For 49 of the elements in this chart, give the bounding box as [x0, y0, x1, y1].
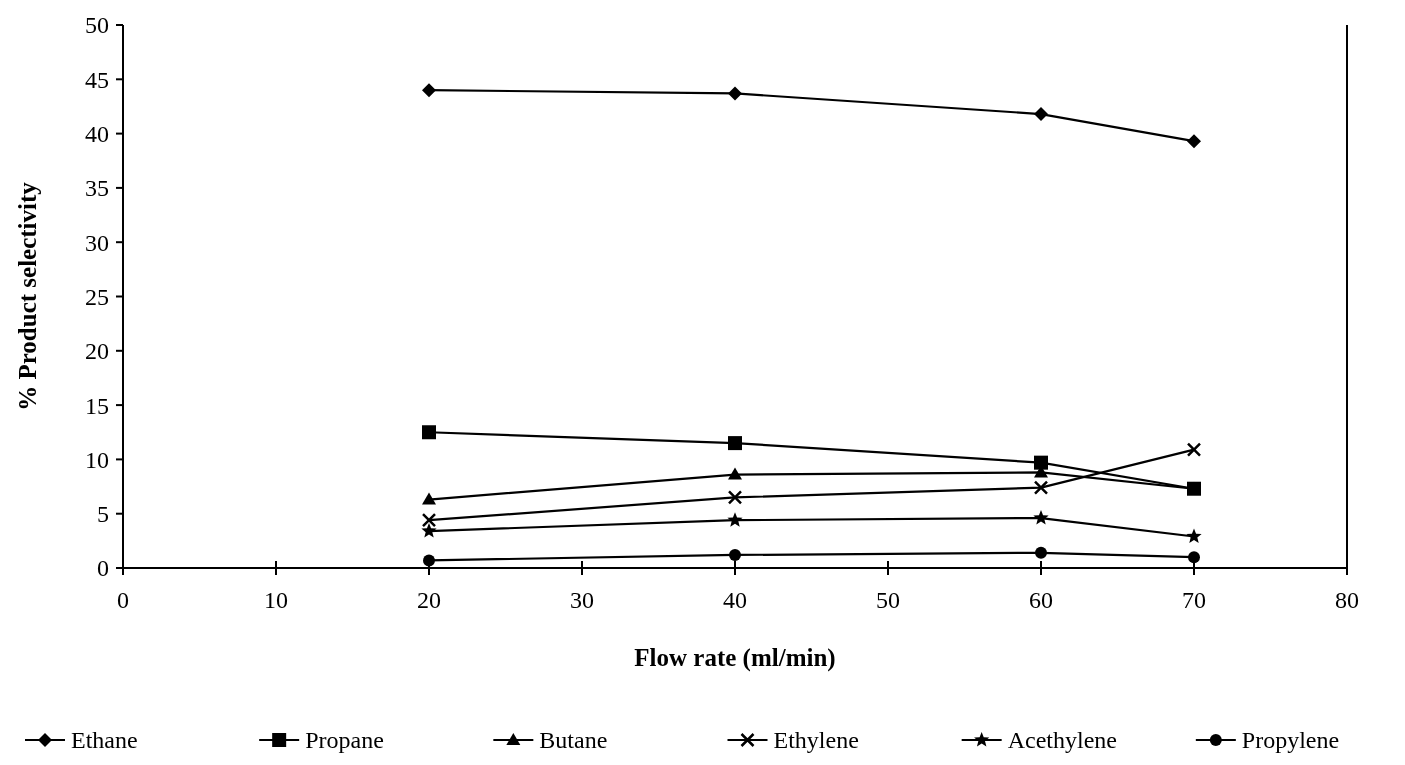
x-tick-label: 80	[1335, 587, 1359, 613]
y-tick-label: 35	[85, 175, 109, 202]
point	[1035, 546, 1047, 559]
x-tick-label: 60	[1029, 587, 1053, 613]
legend-label: Ethylene	[773, 727, 859, 754]
point	[1187, 134, 1201, 149]
point	[421, 523, 437, 538]
x-tick-label: 0	[117, 587, 129, 613]
legend-label: Acethylene	[1007, 727, 1117, 754]
point	[422, 492, 436, 505]
point	[1188, 551, 1200, 564]
point	[1033, 480, 1049, 495]
point	[727, 512, 743, 527]
y-tick-label: 25	[85, 283, 109, 310]
y-tick-label: 30	[85, 229, 109, 256]
y-tick-label: 50	[85, 12, 109, 39]
legend-label: Ethane	[71, 727, 138, 754]
legend-label: Propane	[305, 727, 384, 754]
point	[1034, 107, 1048, 122]
x-tick-label: 10	[264, 587, 288, 613]
y-tick-label: 40	[85, 121, 109, 147]
y-tick-label: 15	[85, 392, 109, 419]
y-tick-label: 5	[97, 501, 109, 528]
point	[727, 490, 743, 505]
point	[728, 467, 742, 480]
y-tick-label: 20	[85, 338, 109, 365]
point	[422, 83, 436, 98]
point	[1033, 510, 1049, 525]
x-tick-label: 40	[723, 587, 747, 613]
y-axis-title: % Product selectivity	[14, 181, 41, 411]
y-tick-label: 10	[85, 446, 109, 473]
y-tick-label: 45	[85, 66, 109, 93]
x-tick-label: 30	[570, 587, 594, 613]
point	[728, 86, 742, 101]
x-axis-title: Flow rate (ml/min)	[634, 644, 836, 672]
x-tick-label: 70	[1182, 587, 1206, 613]
legend-label: Butane	[539, 727, 608, 754]
y-tick-label: 0	[97, 555, 109, 582]
point	[1186, 442, 1202, 457]
point	[1034, 455, 1048, 470]
point	[421, 512, 437, 528]
point	[728, 436, 742, 451]
x-tick-label: 20	[417, 587, 441, 613]
point	[1186, 528, 1202, 543]
point	[422, 425, 436, 440]
point	[423, 554, 435, 567]
legend-label: Propylene	[1241, 727, 1340, 754]
x-tick-label: 50	[876, 587, 900, 613]
point	[729, 548, 741, 561]
